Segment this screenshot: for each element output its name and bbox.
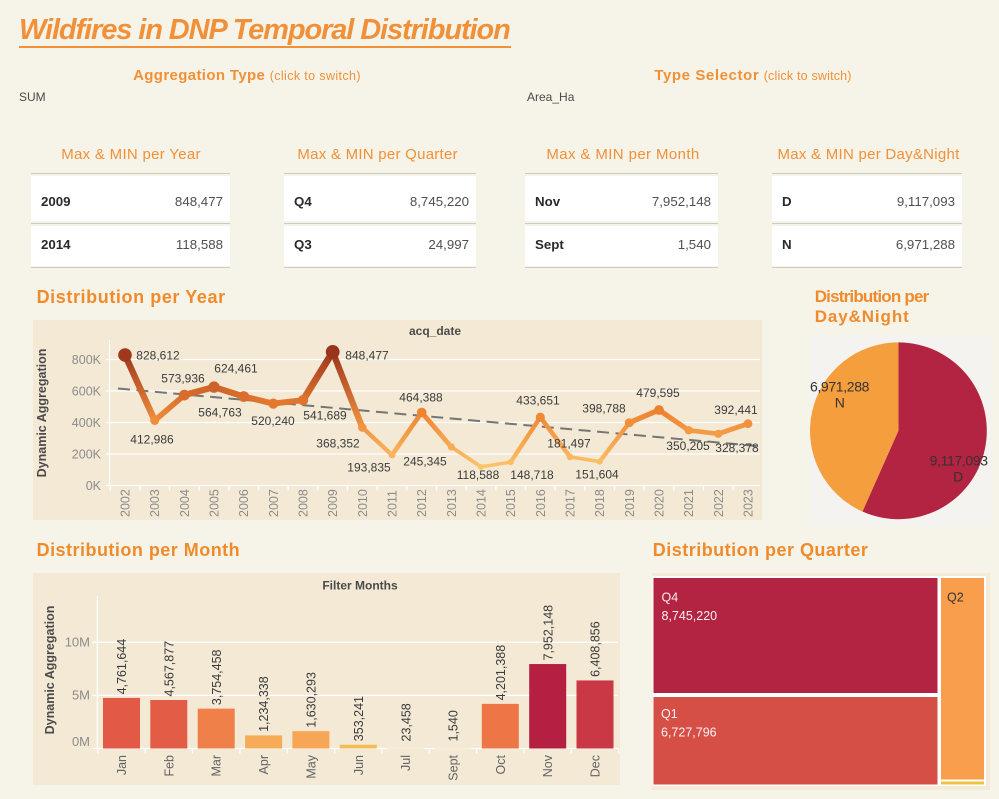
svg-text:Feb: Feb: [162, 755, 176, 777]
svg-text:Jan: Jan: [115, 755, 129, 775]
svg-text:2019: 2019: [623, 489, 637, 517]
svg-text:520,240: 520,240: [251, 414, 295, 428]
svg-text:2020: 2020: [653, 489, 667, 517]
svg-text:2003: 2003: [148, 489, 162, 517]
svg-text:8,745,220: 8,745,220: [662, 609, 718, 623]
svg-text:Apr: Apr: [257, 755, 271, 774]
svg-text:10M: 10M: [65, 635, 90, 650]
svg-text:245,345: 245,345: [403, 454, 447, 468]
svg-text:541,689: 541,689: [303, 408, 347, 422]
svg-text:2010: 2010: [356, 489, 370, 517]
svg-text:624,461: 624,461: [214, 361, 258, 375]
svg-text:2009: 2009: [326, 489, 340, 517]
svg-text:353,241: 353,241: [352, 696, 366, 741]
svg-text:151,604: 151,604: [575, 467, 619, 481]
svg-text:4,761,644: 4,761,644: [115, 639, 129, 695]
svg-text:400K: 400K: [72, 416, 102, 430]
svg-text:2022: 2022: [712, 489, 726, 517]
svg-text:200K: 200K: [72, 447, 102, 461]
svg-text:6,727,796: 6,727,796: [661, 725, 717, 739]
svg-text:2005: 2005: [208, 489, 222, 517]
svg-text:368,352: 368,352: [316, 436, 360, 450]
svg-text:6,971,288: 6,971,288: [810, 378, 870, 394]
svg-text:5M: 5M: [72, 688, 90, 703]
svg-text:2006: 2006: [237, 489, 251, 517]
svg-text:392,441: 392,441: [714, 403, 758, 417]
svg-text:2013: 2013: [445, 489, 459, 517]
svg-text:Q1: Q1: [661, 707, 678, 721]
svg-text:479,595: 479,595: [636, 386, 680, 400]
svg-text:2018: 2018: [593, 489, 607, 517]
svg-text:Nov: Nov: [541, 754, 555, 777]
svg-text:2002: 2002: [119, 489, 133, 517]
svg-text:328,378: 328,378: [715, 441, 759, 455]
svg-text:Jun: Jun: [352, 755, 366, 775]
svg-text:Mar: Mar: [210, 755, 224, 777]
svg-text:6,408,856: 6,408,856: [589, 621, 603, 677]
svg-text:9,117,093: 9,117,093: [930, 452, 989, 468]
svg-text:2004: 2004: [178, 489, 192, 517]
svg-text:D: D: [953, 468, 963, 484]
svg-text:600K: 600K: [72, 384, 102, 398]
svg-text:2023: 2023: [742, 489, 756, 517]
svg-text:828,612: 828,612: [136, 348, 180, 362]
svg-text:1,540: 1,540: [447, 710, 461, 741]
svg-text:564,763: 564,763: [198, 405, 242, 419]
svg-text:848,477: 848,477: [345, 348, 389, 362]
svg-text:2017: 2017: [564, 489, 578, 517]
svg-text:412,986: 412,986: [130, 432, 174, 446]
svg-text:2014: 2014: [475, 489, 489, 517]
svg-text:0K: 0K: [86, 479, 102, 493]
svg-text:4,201,388: 4,201,388: [494, 645, 508, 701]
svg-text:7,952,148: 7,952,148: [541, 605, 555, 661]
svg-text:3,754,458: 3,754,458: [210, 649, 224, 705]
svg-text:Dec: Dec: [589, 755, 603, 777]
svg-text:398,788: 398,788: [582, 401, 626, 415]
svg-text:Q2: Q2: [947, 591, 964, 605]
svg-text:2016: 2016: [534, 489, 548, 517]
svg-text:acq_date: acq_date: [409, 324, 461, 338]
svg-text:Filter Months: Filter Months: [322, 579, 398, 593]
svg-text:1,234,338: 1,234,338: [257, 676, 271, 732]
svg-text:1,630,293: 1,630,293: [305, 672, 319, 728]
svg-text:N: N: [835, 394, 845, 410]
svg-text:0M: 0M: [72, 734, 90, 749]
svg-text:23,458: 23,458: [399, 703, 413, 741]
svg-text:181,497: 181,497: [547, 436, 591, 450]
svg-text:433,651: 433,651: [516, 393, 560, 407]
svg-text:May: May: [304, 754, 318, 778]
svg-text:Q4: Q4: [662, 591, 679, 605]
svg-text:Sept: Sept: [446, 754, 460, 780]
svg-text:350,205: 350,205: [666, 439, 710, 453]
svg-text:800K: 800K: [72, 353, 102, 367]
svg-text:4,567,877: 4,567,877: [163, 641, 177, 697]
svg-text:573,936: 573,936: [161, 371, 205, 385]
svg-text:2011: 2011: [386, 490, 400, 517]
svg-text:2015: 2015: [504, 489, 518, 517]
svg-text:Oct: Oct: [494, 754, 508, 774]
svg-text:Dynamic Aggregation: Dynamic Aggregation: [43, 606, 57, 735]
svg-text:193,835: 193,835: [347, 460, 391, 474]
svg-text:2008: 2008: [297, 489, 311, 517]
svg-text:Dynamic Aggregation: Dynamic Aggregation: [35, 349, 49, 478]
svg-text:148,718: 148,718: [510, 468, 554, 482]
svg-text:2012: 2012: [415, 489, 429, 517]
svg-text:2007: 2007: [267, 489, 281, 517]
svg-text:118,588: 118,588: [457, 468, 500, 482]
svg-text:464,388: 464,388: [399, 390, 443, 404]
svg-text:Jul: Jul: [399, 755, 413, 771]
svg-text:2021: 2021: [682, 489, 696, 517]
